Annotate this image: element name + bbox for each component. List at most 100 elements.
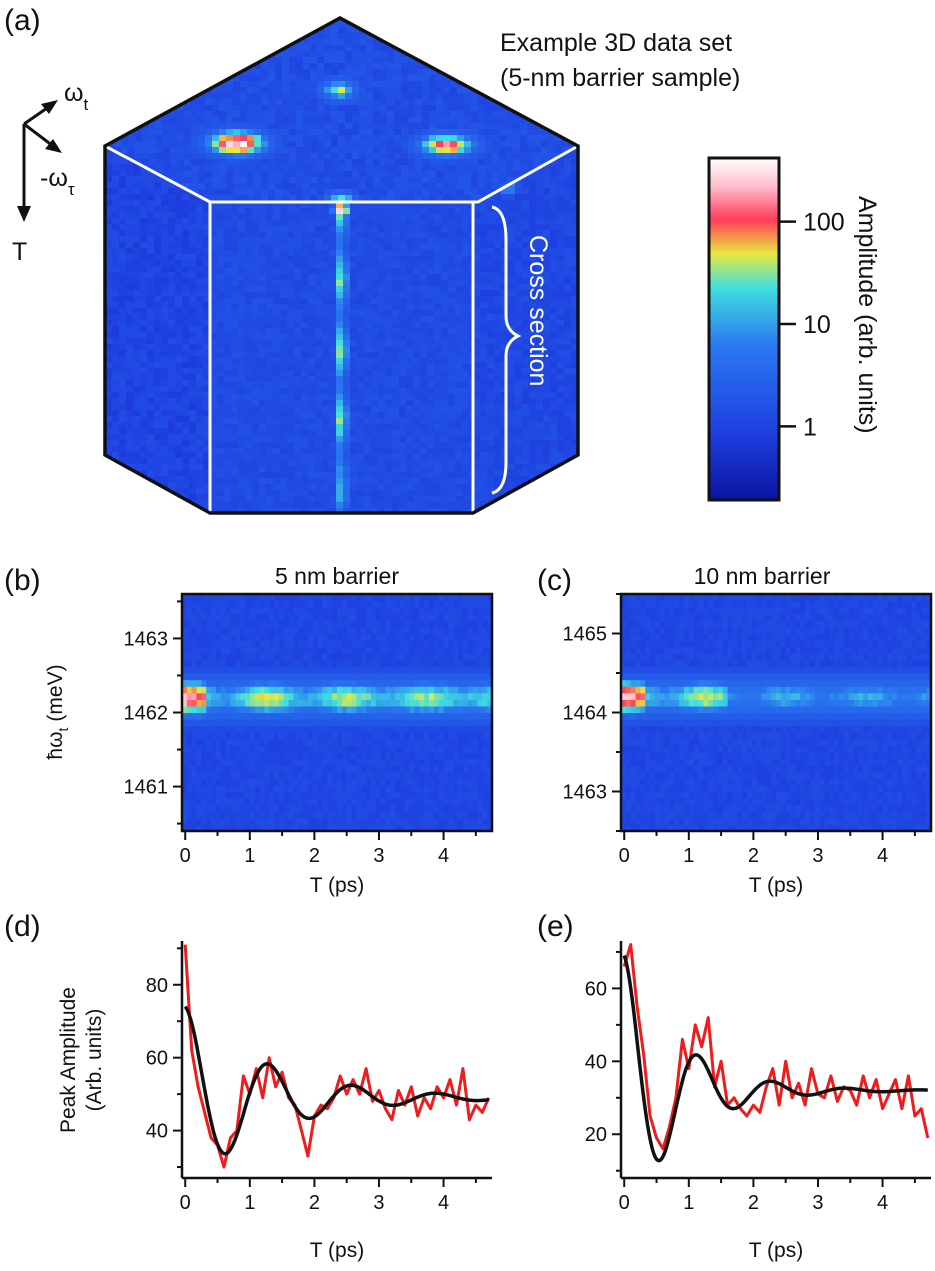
top-cell <box>310 111 318 118</box>
front-cell <box>266 388 274 395</box>
front-cell <box>350 472 358 479</box>
front-cell <box>294 442 302 449</box>
top-cell <box>254 195 262 202</box>
top-cell <box>464 87 472 94</box>
top-cell <box>408 87 416 94</box>
top-cell <box>177 69 185 76</box>
front-cell <box>259 202 267 209</box>
left-cell <box>168 266 176 273</box>
top-cell <box>289 189 297 196</box>
front-cell <box>378 454 386 461</box>
front-cell <box>294 214 302 221</box>
top-cell <box>429 33 437 40</box>
left-cell <box>154 248 162 255</box>
top-cell <box>457 99 465 106</box>
left-cell <box>168 278 176 285</box>
front-cell <box>364 478 372 485</box>
top-cell <box>331 183 339 190</box>
left-cell <box>126 242 134 249</box>
top-cell <box>261 75 269 82</box>
top-cell <box>135 93 143 100</box>
front-cell <box>266 220 274 227</box>
front-cell <box>399 382 407 389</box>
top-cell <box>415 45 423 52</box>
top-cell <box>485 141 493 148</box>
top-cell <box>471 153 479 160</box>
top-cell <box>450 129 458 136</box>
top-cell <box>205 18 213 22</box>
top-cell <box>240 141 248 148</box>
front-cell <box>350 208 358 215</box>
top-cell <box>114 69 122 76</box>
top-cell <box>401 147 409 154</box>
left-cell <box>112 350 120 357</box>
front-cell <box>378 406 386 413</box>
omega-t-symbol: ω <box>64 79 84 107</box>
top-cell <box>324 129 332 136</box>
top-cell <box>366 63 374 70</box>
front-cell <box>371 466 379 473</box>
left-cell <box>126 458 134 465</box>
left-cell <box>189 368 197 375</box>
left-cell <box>126 356 134 363</box>
left-cell <box>189 332 197 339</box>
front-cell <box>357 442 365 449</box>
top-cell <box>149 159 157 166</box>
front-cell <box>280 412 288 419</box>
top-cell <box>254 189 262 196</box>
left-cell <box>105 218 113 225</box>
top-cell <box>247 171 255 178</box>
top-cell <box>359 189 367 196</box>
top-cell <box>359 171 367 178</box>
front-cell <box>441 460 449 467</box>
front-cell <box>231 412 239 419</box>
front-cell <box>343 322 351 329</box>
top-cell <box>415 171 423 178</box>
front-cell <box>266 304 274 311</box>
top-cell <box>478 105 486 112</box>
top-cell <box>105 117 108 124</box>
front-cell <box>224 388 232 395</box>
top-cell <box>324 153 332 160</box>
left-cell <box>203 332 210 339</box>
top-cell <box>289 135 297 142</box>
top-cell <box>338 177 346 184</box>
top-cell <box>170 147 178 154</box>
top-cell <box>359 75 367 82</box>
front-cell <box>434 406 442 413</box>
front-cell <box>378 304 386 311</box>
front-cell <box>462 238 470 245</box>
front-cell <box>301 454 309 461</box>
top-cell <box>387 159 395 166</box>
top-cell <box>268 18 276 22</box>
top-cell <box>527 99 535 106</box>
top-cell <box>492 81 500 88</box>
top-cell <box>429 75 437 82</box>
top-cell <box>184 129 192 136</box>
top-cell <box>450 69 458 76</box>
front-cell <box>287 370 295 377</box>
top-cell <box>569 111 577 118</box>
top-cell <box>310 93 318 100</box>
front-cell <box>392 352 400 359</box>
front-cell <box>427 304 435 311</box>
left-cell <box>196 350 204 357</box>
left-cell <box>168 356 176 363</box>
front-cell <box>231 316 239 323</box>
top-cell <box>485 171 493 178</box>
top-cell <box>107 27 115 34</box>
front-cell <box>406 298 414 305</box>
left-cell <box>140 344 148 351</box>
front-cell <box>210 262 218 269</box>
left-cell <box>161 410 169 417</box>
front-cell <box>217 400 225 407</box>
top-cell <box>289 57 297 64</box>
front-cell <box>322 394 330 401</box>
top-cell <box>352 171 360 178</box>
left-cell <box>112 428 120 435</box>
top-cell <box>387 111 395 118</box>
front-cell <box>371 214 379 221</box>
left-cell <box>119 158 127 165</box>
left-cell <box>105 422 113 429</box>
top-cell <box>499 117 507 124</box>
